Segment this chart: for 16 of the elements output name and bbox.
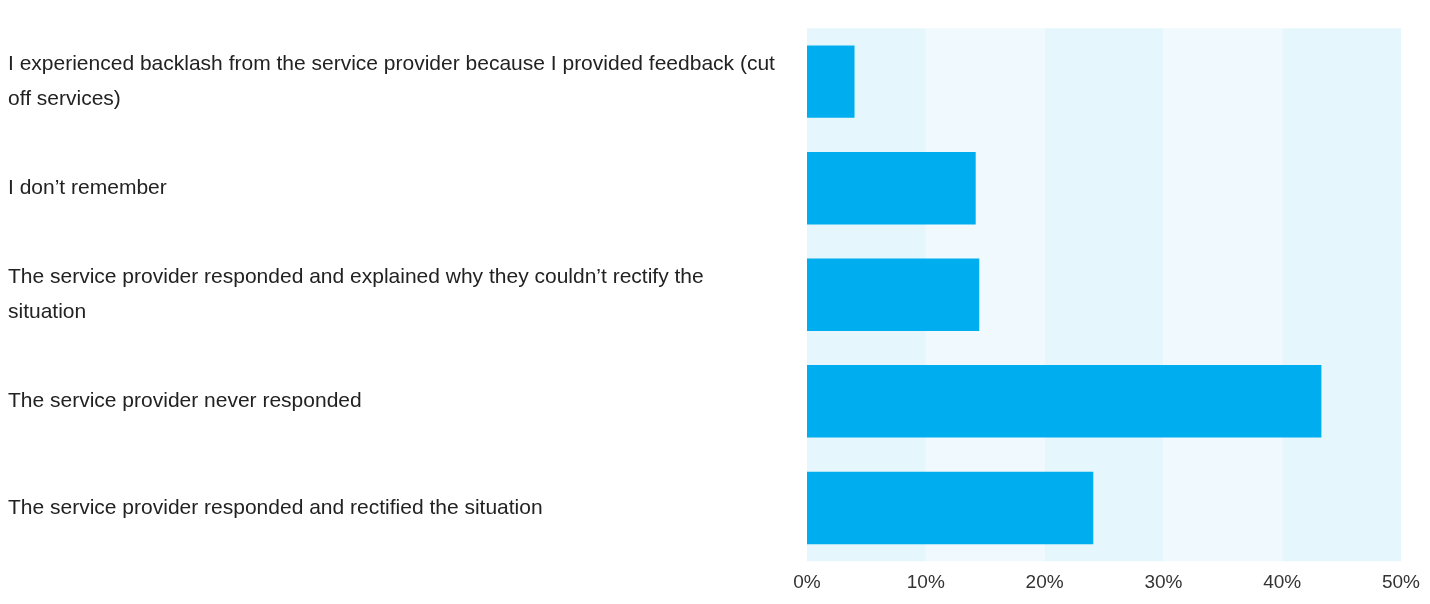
bar (807, 258, 980, 331)
x-tick-label: 20% (1025, 570, 1064, 592)
bar (807, 45, 855, 118)
bar (807, 365, 1322, 438)
y-tick-label: The service provider never responded (8, 388, 362, 412)
x-tick-label: 0% (793, 570, 821, 592)
x-tick-label: 10% (906, 570, 945, 592)
x-tick-label: 30% (1144, 570, 1183, 592)
y-tick-label: The service provider responded and explained why they couldn’t rectify the situation (8, 264, 704, 322)
y-tick-label: The service provider responded and rectified the situation (8, 494, 543, 518)
bar (807, 151, 976, 225)
x-tick-label: 50% (1381, 570, 1421, 592)
y-tick-label: I experienced backlash from the service provider because I provided feedback (cut off services) (8, 51, 776, 109)
bar (807, 471, 1094, 545)
x-tick-label: 40% (1263, 570, 1302, 592)
y-tick-label: I don’t remember (8, 174, 167, 198)
